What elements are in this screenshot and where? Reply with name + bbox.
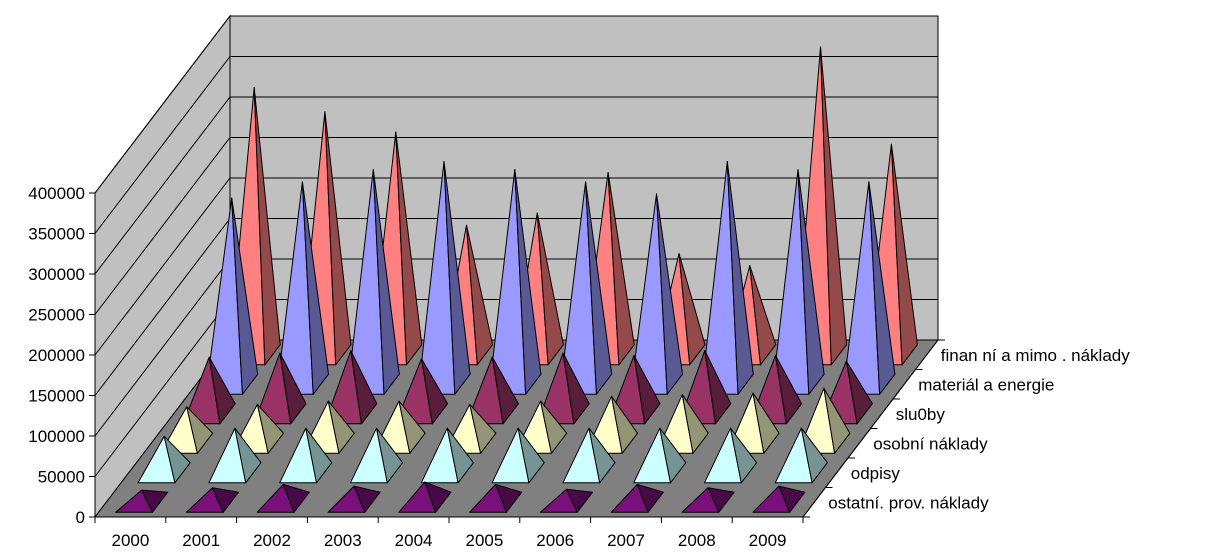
x-tick-label: 2007 [607, 531, 645, 550]
pyramid-mark [346, 169, 400, 395]
gridline [94, 15, 938, 194]
x-tick-label: 2008 [678, 531, 716, 550]
pyramid-mark [420, 427, 474, 484]
y-tick-label: 0 [76, 508, 85, 527]
series-label: finan ní a mimo . náklady [941, 346, 1130, 365]
x-tick-label: 2003 [324, 531, 362, 550]
y-tick-label: 400000 [28, 184, 85, 203]
pyramid-mark [256, 483, 310, 513]
series-label: odpisy [851, 464, 901, 483]
gridline [94, 137, 938, 315]
x-tick-label: 2004 [395, 531, 433, 550]
pyramid-mark [562, 427, 616, 484]
pyramid-mark [681, 487, 735, 513]
pyramid-mark [137, 435, 191, 484]
pyramid-mark [465, 356, 519, 425]
x-tick-label: 2002 [253, 531, 291, 550]
pyramid-mark [752, 485, 806, 513]
pyramid-mark [704, 427, 758, 484]
gridline [94, 56, 938, 234]
pyramid-mark [488, 169, 542, 395]
pyramid-mark [185, 487, 239, 513]
gridline [94, 177, 938, 356]
pyramid-mark [350, 427, 404, 484]
pyramid-mark [208, 427, 262, 484]
x-tick-label: 2001 [182, 531, 220, 550]
pyramid-mark [536, 352, 590, 425]
y-tick-label: 350000 [28, 225, 85, 244]
series-label: materiál a energie [918, 375, 1054, 394]
pyramid-mark [327, 485, 381, 513]
x-axis-ticks: 2000 2001 2002 2003 2004 2005 2006 2007 2008 2009 [111, 531, 786, 550]
y-tick-label: 100000 [28, 427, 85, 446]
pyramid-mark [633, 427, 687, 484]
pyramid-mark [398, 481, 452, 513]
pyramid-marks [115, 46, 918, 513]
x-tick-label: 2005 [465, 531, 503, 550]
pyramid-mark [469, 483, 523, 513]
x-tick-label: 2000 [111, 531, 149, 550]
y-tick-label: 50000 [38, 468, 85, 487]
pyramid-mark [279, 427, 333, 484]
chart-axes [89, 192, 945, 523]
y-tick-label: 200000 [28, 346, 85, 365]
gridline [94, 96, 938, 275]
pyramid-mark [610, 483, 664, 513]
pyramid-mark [700, 161, 754, 395]
series-label: slu0by [896, 405, 946, 424]
pyramid-mark [774, 427, 828, 484]
y-tick-label: 250000 [28, 306, 85, 325]
x-tick-label: 2009 [749, 531, 787, 550]
y-tick-label: 150000 [28, 387, 85, 406]
y-axis-ticks: 0 50000 100000 150000 200000 250000 300000 3500… [28, 184, 85, 527]
series-label: osobní náklady [873, 434, 988, 453]
x-tick-label: 2006 [536, 531, 574, 550]
pyramid-mark [205, 197, 259, 395]
pyramid-mark [182, 356, 236, 425]
pyramid-mark [115, 489, 169, 513]
series-label: ostatní. prov. náklady [828, 493, 989, 512]
series-axis-labels: ostatní. prov. náklady odpisy osobní nákla… [828, 346, 1130, 513]
pyramid-mark [491, 427, 545, 484]
pyramid-mark [539, 488, 593, 513]
y-tick-label: 300000 [28, 265, 85, 284]
